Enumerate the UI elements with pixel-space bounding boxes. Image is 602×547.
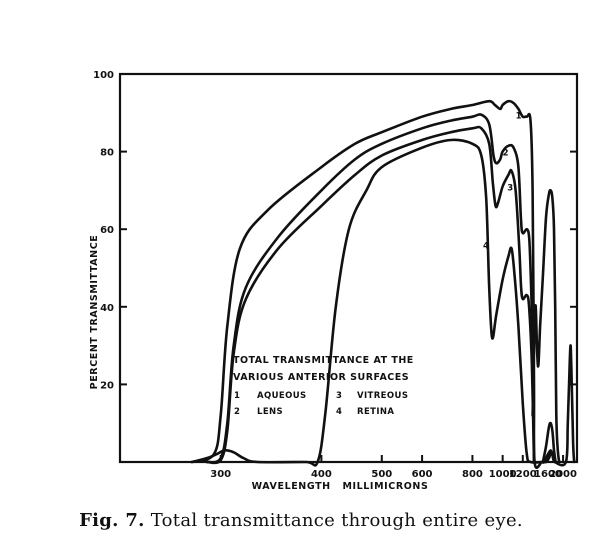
curve-labels: 1 2 3 4 bbox=[483, 112, 522, 252]
curve-label-3: 3 bbox=[507, 183, 513, 193]
figure-caption-text: Total transmittance through entire eye. bbox=[150, 510, 523, 531]
legend-number-1: 1 bbox=[234, 391, 240, 401]
x-axis-label: WAVELENGTH MILLIMICRONS bbox=[252, 481, 429, 492]
series-line-ir-band-4 bbox=[531, 188, 561, 464]
y-tick-label: 100 bbox=[93, 70, 114, 81]
legend: TOTAL TRANSMITTANCE AT THE VARIOUS ANTER… bbox=[233, 355, 414, 417]
x-tick-label: 1000 bbox=[489, 469, 517, 480]
series-line-3 bbox=[205, 125, 536, 465]
legend-name-vitreous: VITREOUS bbox=[357, 391, 408, 401]
y-axis-label: PERCENT TRANSMITTANCE bbox=[89, 235, 100, 390]
x-tick-label: 300 bbox=[210, 469, 231, 480]
curve-label-1: 1 bbox=[516, 112, 522, 122]
y-tick-label: 20 bbox=[100, 380, 114, 391]
legend-number-4: 4 bbox=[336, 407, 342, 417]
y-tick-label: 40 bbox=[100, 303, 114, 314]
legend-name-aqueous: AQUEOUS bbox=[257, 391, 307, 401]
legend-number-2: 2 bbox=[234, 407, 240, 417]
curve-label-4: 4 bbox=[483, 242, 489, 252]
axes bbox=[118, 72, 579, 464]
y-tick-label: 80 bbox=[100, 148, 114, 159]
series-line-4 bbox=[190, 138, 557, 467]
x-tick-label: 500 bbox=[371, 469, 392, 480]
curves bbox=[190, 99, 576, 469]
y-tick-label: 60 bbox=[100, 225, 114, 236]
legend-title-line-2: VARIOUS ANTERIOR SURFACES bbox=[233, 372, 409, 383]
x-tick-label: 600 bbox=[412, 469, 433, 480]
curve-label-2: 2 bbox=[503, 148, 509, 158]
legend-title-line-1: TOTAL TRANSMITTANCE AT THE bbox=[233, 355, 414, 366]
figure-number: Fig. 7. bbox=[79, 510, 145, 531]
x-tick-label: 1600 bbox=[534, 469, 562, 480]
legend-number-3: 3 bbox=[336, 391, 342, 401]
y-axis-ticks: 20 40 60 80 100 bbox=[93, 70, 577, 463]
plot-frame bbox=[118, 72, 579, 464]
legend-name-retina: RETINA bbox=[357, 407, 394, 417]
x-tick-label: 2000 bbox=[549, 469, 577, 480]
series-line-1 bbox=[190, 99, 576, 469]
x-tick-label: 800 bbox=[462, 469, 483, 480]
series-line-2 bbox=[205, 113, 536, 464]
legend-name-lens: LENS bbox=[257, 407, 283, 417]
series-line-ir-band-5 bbox=[541, 421, 557, 464]
x-tick-label: 400 bbox=[311, 469, 332, 480]
x-tick-label: 1200 bbox=[509, 469, 537, 480]
figure-caption: Fig. 7. Total transmittance through enti… bbox=[0, 510, 602, 531]
